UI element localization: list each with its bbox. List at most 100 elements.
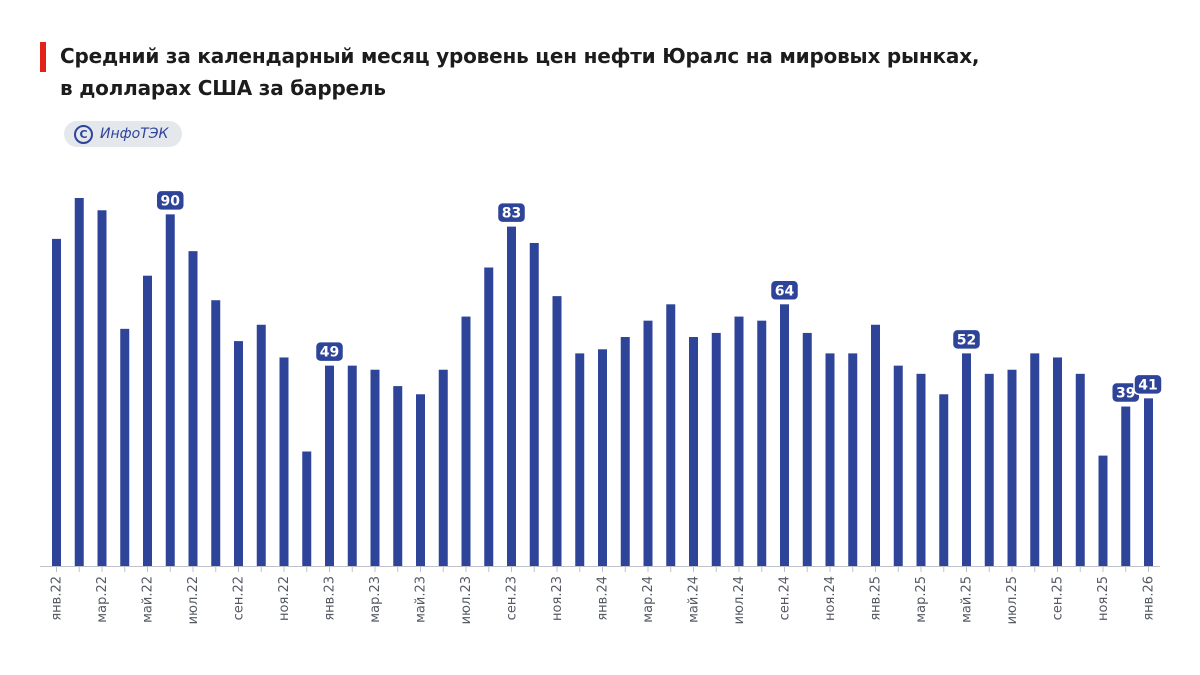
x-tick-label: янв.23 — [323, 576, 338, 621]
bar-янв.25 — [871, 324, 880, 566]
bar-янв.22 — [52, 238, 61, 566]
x-tick-label: ноя.24 — [823, 576, 838, 621]
bar-ноя.25 — [1098, 455, 1108, 566]
x-tick-label: сен.25 — [1051, 576, 1066, 620]
bar-май.23 — [416, 394, 425, 566]
bar-дек.22 — [302, 451, 312, 566]
data-label-text: 49 — [320, 345, 339, 361]
data-label-сен.24: 64 — [769, 279, 800, 302]
data-label-text: 41 — [1138, 377, 1157, 393]
bar-апр.23 — [393, 386, 403, 566]
bar-фев.25 — [893, 365, 903, 566]
x-tick-label: мар.23 — [368, 576, 383, 623]
data-label-badge — [951, 328, 982, 351]
data-label-badge — [769, 279, 800, 302]
chart-title-line-2: в долларах США за баррель — [60, 76, 386, 100]
copyright-icon: C — [74, 124, 93, 144]
x-tick-label: май.23 — [414, 576, 429, 623]
bar-апр.24 — [666, 304, 676, 566]
bar-янв.23 — [325, 365, 334, 566]
bar-ноя.23 — [552, 296, 562, 566]
bar-авг.22 — [211, 300, 221, 566]
bar-апр.22 — [120, 328, 130, 566]
x-tick-label: сен.24 — [778, 576, 793, 620]
bar-мар.25 — [916, 373, 926, 566]
data-label-text: 39 — [1116, 386, 1135, 402]
bar-ноя.24 — [825, 353, 835, 566]
bar-июн.24 — [711, 332, 721, 566]
x-tick-label: янв.26 — [1142, 576, 1157, 621]
chart-title-line-1: Средний за календарный месяц уровень цен… — [60, 44, 980, 68]
x-tick-label: ноя.23 — [550, 576, 565, 621]
x-tick-label: янв.25 — [869, 576, 884, 621]
bar-окт.23 — [529, 242, 539, 566]
x-tick-label: мар.25 — [914, 576, 929, 623]
bar-июл.25 — [1007, 369, 1017, 566]
bar-дек.25 — [1121, 406, 1131, 566]
data-label-badge — [155, 189, 185, 212]
bar-июн.22 — [165, 214, 175, 566]
bar-сен.22 — [234, 341, 243, 566]
bar-окт.22 — [256, 324, 266, 566]
x-tick-label: июл.25 — [1005, 576, 1020, 624]
chart-title: Средний за календарный месяц уровень цен… — [60, 40, 1140, 104]
bar-май.22 — [143, 275, 152, 566]
bar-сен.25 — [1053, 357, 1062, 566]
bar-июн.25 — [984, 373, 994, 566]
bar-окт.24 — [802, 332, 812, 566]
x-tick-label: сен.22 — [232, 576, 247, 620]
x-tick-label: май.24 — [687, 576, 702, 623]
data-label-сен.23: 83 — [496, 201, 527, 224]
data-label-text: 64 — [775, 283, 795, 299]
bar-июл.24 — [734, 316, 744, 566]
data-label-text: 90 — [161, 193, 181, 209]
source-label: ИнфоТЭК — [100, 126, 169, 142]
data-label-июн.22: 90 — [155, 189, 185, 212]
x-tick-label: июл.23 — [459, 576, 474, 624]
data-label-badge — [314, 340, 345, 363]
data-label-badge — [496, 201, 527, 224]
bar-янв.24 — [598, 349, 607, 566]
data-label-badge — [1133, 373, 1163, 396]
x-tick-label: ноя.25 — [1096, 576, 1111, 621]
bar-окт.25 — [1075, 373, 1085, 566]
bar-ноя.22 — [279, 357, 289, 566]
x-tick-label: мар.24 — [641, 576, 656, 623]
bar-авг.25 — [1030, 353, 1040, 566]
source-badge: C ИнфоТЭК — [64, 121, 183, 147]
title-accent-bar — [40, 42, 46, 72]
data-label-text: 52 — [957, 332, 976, 348]
bar-сен.23 — [507, 226, 516, 566]
x-tick-label: янв.24 — [596, 576, 611, 621]
bar-сен.24 — [780, 304, 789, 566]
bar-май.24 — [689, 337, 698, 566]
bar-янв.26 — [1144, 398, 1153, 566]
bar-мар.22 — [97, 210, 107, 566]
bar-дек.23 — [575, 353, 585, 566]
data-label-янв.26: 41 — [1133, 373, 1163, 396]
bar-апр.25 — [939, 394, 949, 566]
x-tick-label: июл.22 — [186, 576, 201, 624]
x-tick-label: июл.24 — [732, 576, 747, 624]
bar-дек.24 — [848, 353, 858, 566]
x-tick-label: мар.22 — [95, 576, 110, 623]
data-label-май.25: 52 — [951, 328, 982, 351]
data-label-янв.23: 49 — [314, 340, 345, 363]
bar-июн.23 — [438, 369, 448, 566]
x-tick-label: сен.23 — [505, 576, 520, 620]
bar-фев.23 — [347, 365, 357, 566]
bar-мар.24 — [643, 320, 653, 566]
bar-май.25 — [962, 353, 971, 566]
bar-авг.24 — [757, 320, 767, 566]
x-tick-label: ноя.22 — [277, 576, 292, 621]
x-tick-label: май.22 — [141, 576, 156, 623]
bar-июл.23 — [461, 316, 471, 566]
x-tick-label: май.25 — [960, 576, 975, 623]
bar-июл.22 — [188, 251, 198, 566]
bar-авг.23 — [484, 267, 494, 566]
x-tick-label: янв.22 — [50, 576, 65, 621]
bar-фев.24 — [620, 337, 630, 566]
bar-мар.23 — [370, 369, 380, 566]
data-label-дек.25: 39 — [1111, 381, 1141, 404]
